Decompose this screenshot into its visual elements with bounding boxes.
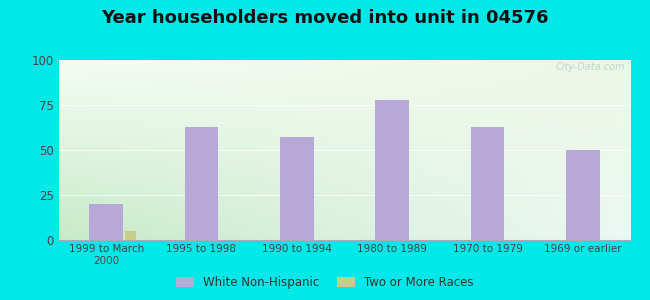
- Text: Year householders moved into unit in 04576: Year householders moved into unit in 045…: [101, 9, 549, 27]
- Bar: [280, 137, 313, 240]
- Bar: [125, 231, 136, 240]
- Bar: [376, 100, 409, 240]
- Text: City-Data.com: City-Data.com: [555, 62, 625, 72]
- Bar: [185, 127, 218, 240]
- Legend: White Non-Hispanic, Two or More Races: White Non-Hispanic, Two or More Races: [172, 272, 478, 294]
- Bar: [90, 204, 123, 240]
- Bar: [471, 127, 504, 240]
- Bar: [566, 150, 599, 240]
